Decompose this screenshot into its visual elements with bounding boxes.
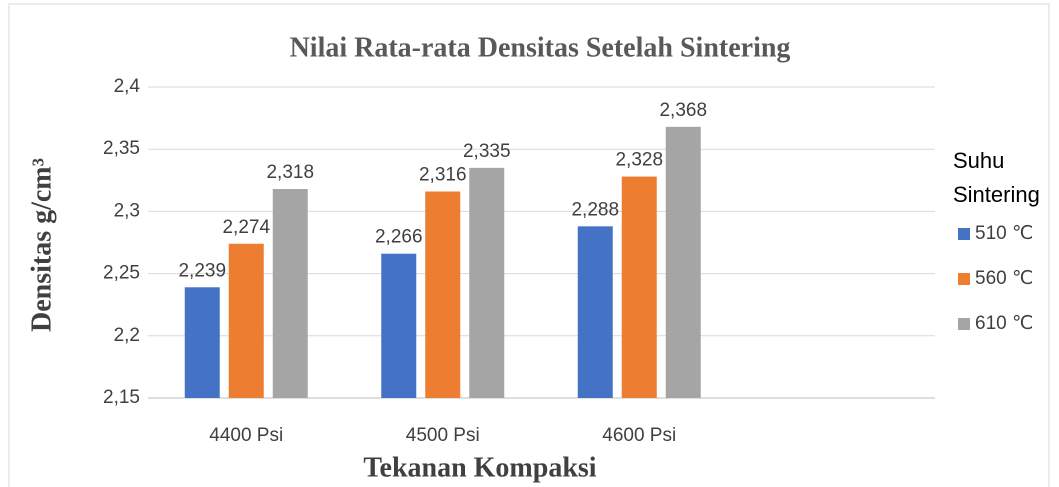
data-label: 2,335 xyxy=(463,141,511,162)
data-label: 2,239 xyxy=(178,260,226,281)
data-label: 2,266 xyxy=(375,227,423,248)
y-tick-label: 2,4 xyxy=(114,76,141,97)
bar xyxy=(621,176,657,398)
x-tick-label: 4400 Psi xyxy=(209,425,283,446)
bar xyxy=(577,226,613,398)
y-tick-label: 2,15 xyxy=(103,387,140,408)
chart-frame xyxy=(8,3,1050,487)
x-tick-label: 4600 Psi xyxy=(602,425,676,446)
data-label: 2,318 xyxy=(266,162,314,183)
legend-title: Suhu Sintering xyxy=(953,148,1040,207)
legend-swatch xyxy=(958,228,970,240)
y-tick-label: 2,2 xyxy=(114,325,140,346)
legend-label: 560 ℃ xyxy=(975,268,1033,289)
chart-title: Nilai Rata-rata Densitas Setelah Sinteri… xyxy=(290,32,791,63)
y-tick-label: 2,25 xyxy=(103,263,140,284)
y-tick-label: 2,3 xyxy=(114,200,140,221)
legend-label: 510 ℃ xyxy=(975,223,1033,244)
data-label: 2,316 xyxy=(419,165,467,186)
y-tick-label: 2,35 xyxy=(103,138,140,159)
bar xyxy=(184,287,220,398)
legend-swatch xyxy=(958,318,970,330)
bar xyxy=(381,253,417,398)
x-axis-title: Tekanan Kompaksi xyxy=(363,452,596,483)
bar xyxy=(425,191,461,398)
data-label: 2,328 xyxy=(615,150,663,171)
bar xyxy=(272,189,308,398)
data-label: 2,274 xyxy=(222,217,270,238)
bar xyxy=(469,167,505,398)
bar xyxy=(228,243,264,398)
legend-swatch xyxy=(958,273,970,285)
data-label: 2,288 xyxy=(571,199,619,220)
data-label: 2,368 xyxy=(659,100,707,121)
y-axis-title: Densitas g/cm³ xyxy=(26,158,57,332)
bar xyxy=(665,126,701,399)
legend-label: 610 ℃ xyxy=(975,313,1033,334)
x-tick-label: 4500 Psi xyxy=(406,425,480,446)
